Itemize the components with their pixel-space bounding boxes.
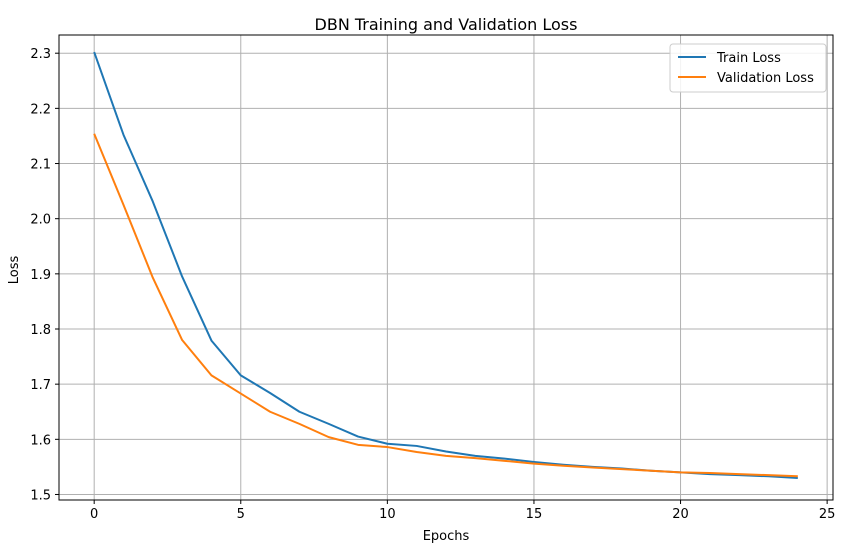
y-tick-label: 2.2 (30, 102, 51, 117)
legend-box (669, 43, 827, 93)
y-tick-label: 2.1 (30, 158, 51, 173)
x-axis-ticks: 0 5 10 15 20 25 (90, 500, 835, 522)
y-tick-label: 1.7 (30, 378, 51, 393)
y-tick-label: 2.3 (30, 47, 51, 62)
series-line-train-loss (93, 51, 798, 479)
x-tick-label: 15 (526, 507, 543, 522)
x-tick-label: 5 (237, 507, 245, 522)
y-tick-label: 2.0 (30, 213, 51, 228)
series-lines (93, 51, 798, 479)
x-axis-label: Epochs (423, 529, 470, 543)
y-axis-label: Loss (7, 256, 22, 285)
y-tick-label: 1.8 (30, 323, 51, 338)
y-tick-label: 1.9 (30, 268, 51, 283)
legend-label-validation-loss: Validation Loss (717, 71, 814, 86)
legend: Train Loss Validation Loss (669, 43, 827, 93)
y-axis-ticks: 1.5 1.6 1.7 1.8 1.9 2.0 2.1 2.2 2.3 (30, 47, 59, 503)
series-line-validation-loss (93, 133, 798, 478)
legend-label-train-loss: Train Loss (716, 51, 781, 66)
x-tick-label: 20 (672, 507, 689, 522)
x-tick-label: 0 (90, 507, 98, 522)
y-tick-label: 1.5 (30, 488, 51, 503)
x-tick-label: 10 (379, 507, 396, 522)
y-tick-label: 1.6 (30, 433, 51, 448)
plot-area-frame (58, 34, 834, 501)
grid-lines (59, 35, 833, 500)
x-tick-label: 25 (819, 507, 836, 522)
chart-title: DBN Training and Validation Loss (315, 15, 578, 34)
